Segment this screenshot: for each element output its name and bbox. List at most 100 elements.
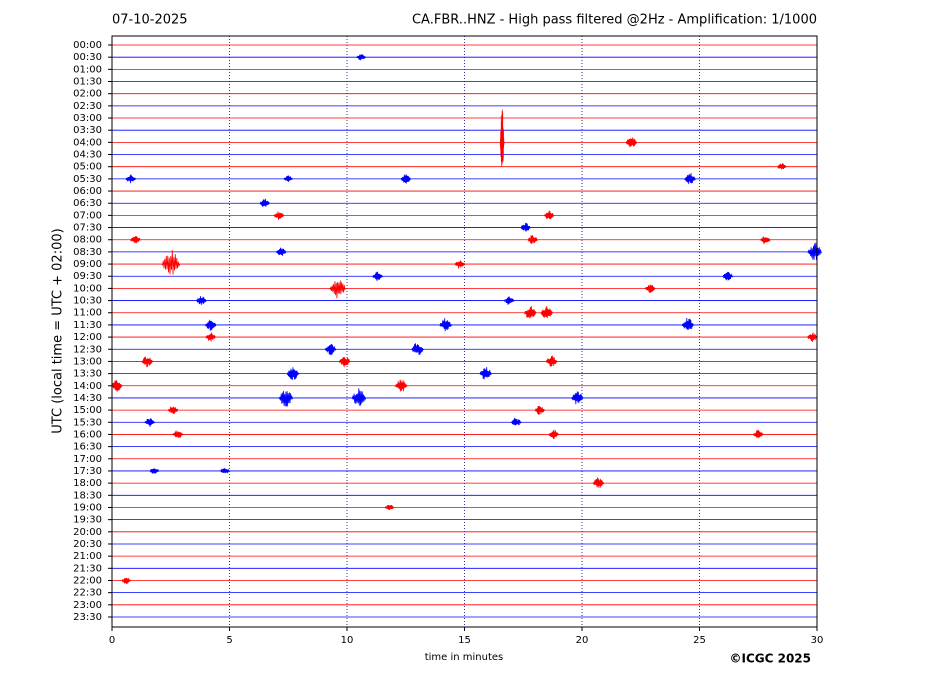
y-tick-label: 06:30 [73,198,102,209]
seismic-event [220,468,230,474]
y-tick-label: 04:00 [73,137,102,148]
y-tick-label: 00:30 [73,52,102,63]
seismic-event [722,271,734,281]
seismic-event [286,367,300,380]
seismic-event [807,242,822,260]
y-tick-label: 02:30 [73,101,102,112]
y-tick-label: 09:30 [73,271,102,282]
seismic-event [644,284,656,293]
seismic-event [625,137,638,148]
y-tick-label: 05:30 [73,174,102,185]
y-tick-label: 19:00 [73,502,102,513]
seismic-event [394,379,408,392]
seismic-event [329,280,346,299]
y-tick-label: 01:30 [73,77,102,88]
x-tick-label: 10 [341,635,354,646]
y-tick-label: 12:00 [73,332,102,343]
seismic-event [592,477,605,488]
x-tick-label: 0 [109,635,115,646]
seismic-event [273,211,285,220]
seismic-event [338,357,351,368]
seismic-event [540,305,554,319]
x-tick-label: 30 [811,635,824,646]
y-tick-label: 07:30 [73,223,102,234]
seismic-event [161,250,181,275]
y-tick-label: 19:30 [73,515,102,526]
seismic-event [172,430,184,439]
y-tick-label: 14:00 [73,381,102,392]
y-tick-label: 02:00 [73,89,102,100]
y-tick-label: 22:00 [73,575,102,586]
seismic-event [527,235,538,244]
y-axis-label: UTC (local time = UTC + 02:00) [51,228,66,433]
seismic-event [548,429,560,439]
seismic-event [499,109,505,167]
y-tick-label: 00:00 [73,40,102,51]
seismic-event [144,418,155,427]
y-tick-label: 20:00 [73,527,102,538]
seismic-event [283,175,293,182]
y-tick-label: 15:00 [73,405,102,416]
x-tick-label: 5 [226,635,232,646]
seismic-event [196,296,207,305]
seismic-event [681,317,695,330]
y-tick-label: 06:00 [73,186,102,197]
y-tick-label: 16:30 [73,442,102,453]
y-tick-label: 10:30 [73,296,102,307]
x-tick-label: 15 [458,635,471,646]
y-tick-label: 05:00 [73,162,102,173]
seismic-event [384,504,395,511]
y-tick-label: 17:00 [73,454,102,465]
y-tick-label: 21:30 [73,563,102,574]
seismic-event [125,174,137,184]
seismic-event [454,260,466,269]
seismic-event [545,355,558,367]
seismic-event [121,577,131,585]
seismic-event [684,172,696,185]
seismic-event [204,319,217,331]
y-tick-label: 01:00 [73,64,102,75]
x-tick-label: 25 [693,635,706,646]
y-tick-label: 13:00 [73,356,102,367]
seismic-event [167,406,179,414]
seismic-event [520,222,531,232]
y-tick-label: 14:30 [73,393,102,404]
seismic-event [275,247,287,256]
y-tick-label: 07:00 [73,210,102,221]
seismic-event [259,198,271,207]
seismic-event [149,468,160,474]
seismic-event [356,54,366,61]
y-tick-label: 18:30 [73,490,102,501]
seismic-event [205,332,216,342]
seismic-event [110,380,123,392]
seismic-event [503,296,515,305]
y-tick-label: 23:00 [73,600,102,611]
y-tick-label: 18:00 [73,478,102,489]
seismic-event [141,356,154,368]
y-tick-label: 13:30 [73,369,102,380]
y-tick-label: 11:30 [73,320,102,331]
x-tick-label: 20 [576,635,589,646]
copyright: ©ICGC 2025 [729,652,811,666]
x-axis-label: time in minutes [425,652,504,663]
seismic-event [807,332,818,342]
seismic-event [752,429,764,439]
y-tick-label: 09:00 [73,259,102,270]
y-tick-label: 21:00 [73,551,102,562]
seismic-event [510,418,522,426]
y-tick-label: 03:00 [73,113,102,124]
date: 07-10-2025 [112,13,188,28]
y-tick-label: 15:30 [73,417,102,428]
y-tick-label: 03:30 [73,125,102,136]
y-tick-label: 08:30 [73,247,102,258]
seismic-event [760,236,771,245]
y-tick-label: 11:00 [73,308,102,319]
seismic-event [570,391,584,405]
y-tick-label: 17:30 [73,466,102,477]
chart-title: CA.FBR..HNZ - High pass filtered @2Hz - … [412,13,817,28]
y-tick-label: 12:30 [73,344,102,355]
seismic-event [543,210,555,220]
y-tick-label: 23:30 [73,612,102,623]
